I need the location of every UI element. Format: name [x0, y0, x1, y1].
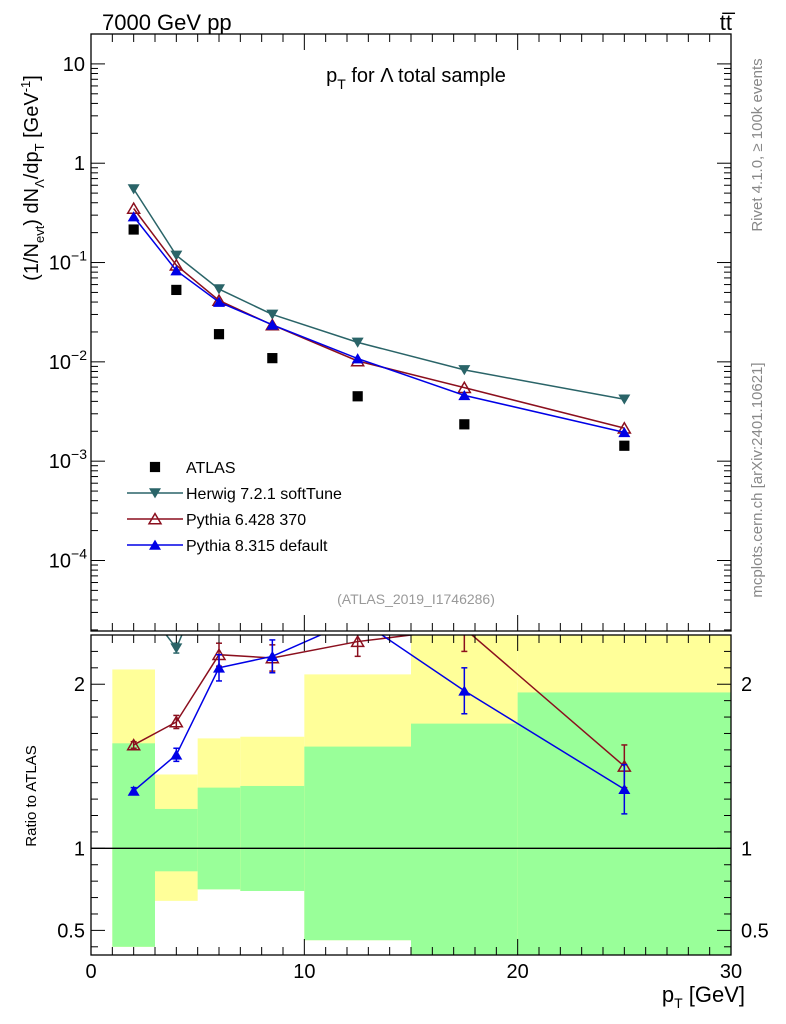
main-series-point [458, 365, 471, 376]
main-series-point [170, 250, 183, 261]
main-series-point [351, 337, 364, 348]
ratio-series-point [352, 435, 364, 445]
analysis-id: (ATLAS_2019_I1746286) [337, 591, 495, 607]
main-y-tick-label: 10−4 [49, 545, 87, 572]
ratio-band-stat [112, 743, 155, 947]
main-title: pT for Λ total sample [326, 65, 506, 92]
main-y-tick-label: 10−2 [49, 347, 87, 374]
legend-label: Pythia 8.315 default [186, 538, 328, 555]
ratio-series-point [170, 749, 183, 760]
ratio-y-tick-label: 1 [74, 838, 85, 860]
main-data-point [459, 419, 470, 430]
legend-label: Pythia 6.428 370 [186, 512, 306, 529]
ratio-series-point [458, 685, 471, 696]
ratio-series-point [458, 428, 470, 438]
ratio-series-point [350, 635, 365, 648]
ratio-series-point [127, 785, 140, 796]
main-series-point [618, 426, 631, 438]
ratio-series-point [618, 783, 631, 795]
ratio-y-tick-label-right: 2 [741, 674, 752, 696]
legend-marker [147, 512, 163, 525]
ratio-series-point [458, 623, 470, 633]
main-data-point [267, 353, 278, 364]
ratio-xlabel: pT [GeV] [662, 982, 745, 1011]
ratio-band-stat [411, 723, 518, 955]
ratio-band-stat [304, 746, 411, 941]
ratio-series-point [169, 715, 184, 728]
main-series-point [213, 284, 225, 295]
main-y-tick-label: 1 [74, 153, 85, 175]
ratio-y-tick-label: 0.5 [57, 920, 85, 942]
ratio-y-tick-label-right: 0.5 [741, 920, 769, 942]
legend-label: Herwig 7.2.1 softTune [186, 486, 342, 503]
x-tick-label: 0 [85, 961, 96, 983]
main-series-point [458, 389, 471, 401]
ratio-series-point [266, 556, 278, 566]
ratio-band-stat [197, 787, 241, 890]
legend: ATLAS Herwig 7.2.1 softTune Pythia 6.428 3… [127, 460, 342, 555]
legend-marker [149, 539, 161, 550]
main-series-line [133, 208, 625, 429]
ratio-series-point [128, 588, 140, 598]
ratio-y-tick-label-right: 1 [741, 838, 752, 860]
main-y-tick-label: 10−3 [49, 446, 87, 473]
main-series-point [266, 319, 279, 330]
x-tick-label: 10 [293, 961, 315, 983]
main-series-point [127, 211, 140, 222]
main-data-point [352, 391, 363, 402]
main-series-point [266, 309, 279, 320]
ratio-series-point [170, 643, 183, 654]
ratio-series-point [352, 613, 364, 623]
main-ylabel: (1/Nevt) dNΛ/dpT [GeV-1] [18, 75, 47, 281]
side-label-top: Rivet 4.1.0, ≥ 100k events [749, 58, 766, 231]
process-label: tt̅ [720, 10, 736, 35]
main-series-point [351, 353, 364, 364]
x-tick-label: 20 [507, 961, 529, 983]
ratio-series-point [618, 525, 630, 535]
ratio-series-point [266, 650, 279, 662]
main-y-tick-label: 10−1 [49, 248, 87, 275]
main-data-point [171, 284, 182, 296]
main-series-point [618, 394, 631, 405]
legend-marker [149, 488, 161, 499]
ratio-series-point [126, 738, 141, 751]
side-label-bottom: mcplots.cern.ch [arXiv:2401.10621] [749, 362, 766, 597]
ratio-band-stat [240, 785, 305, 891]
main-y-tick-label: 10 [63, 54, 85, 76]
legend-marker [149, 461, 161, 473]
main-series-line [133, 216, 625, 434]
x-tick-label: 30 [720, 961, 742, 983]
main-data-point [213, 329, 225, 340]
ratio-band-stat [517, 692, 731, 955]
ratio-band-stat [155, 808, 198, 872]
ratio-ylabel: Ratio to ATLAS [23, 745, 40, 846]
ratio-y-tick-label: 2 [74, 674, 85, 696]
main-data-point [619, 440, 630, 451]
energy-label: 7000 GeV pp [102, 10, 232, 35]
main-data-point [128, 224, 139, 235]
main-series-point [127, 184, 140, 195]
ratio-series-point [213, 662, 225, 673]
main-series-point [170, 265, 183, 276]
legend-label: ATLAS [186, 460, 236, 477]
main-series-point [213, 296, 225, 307]
